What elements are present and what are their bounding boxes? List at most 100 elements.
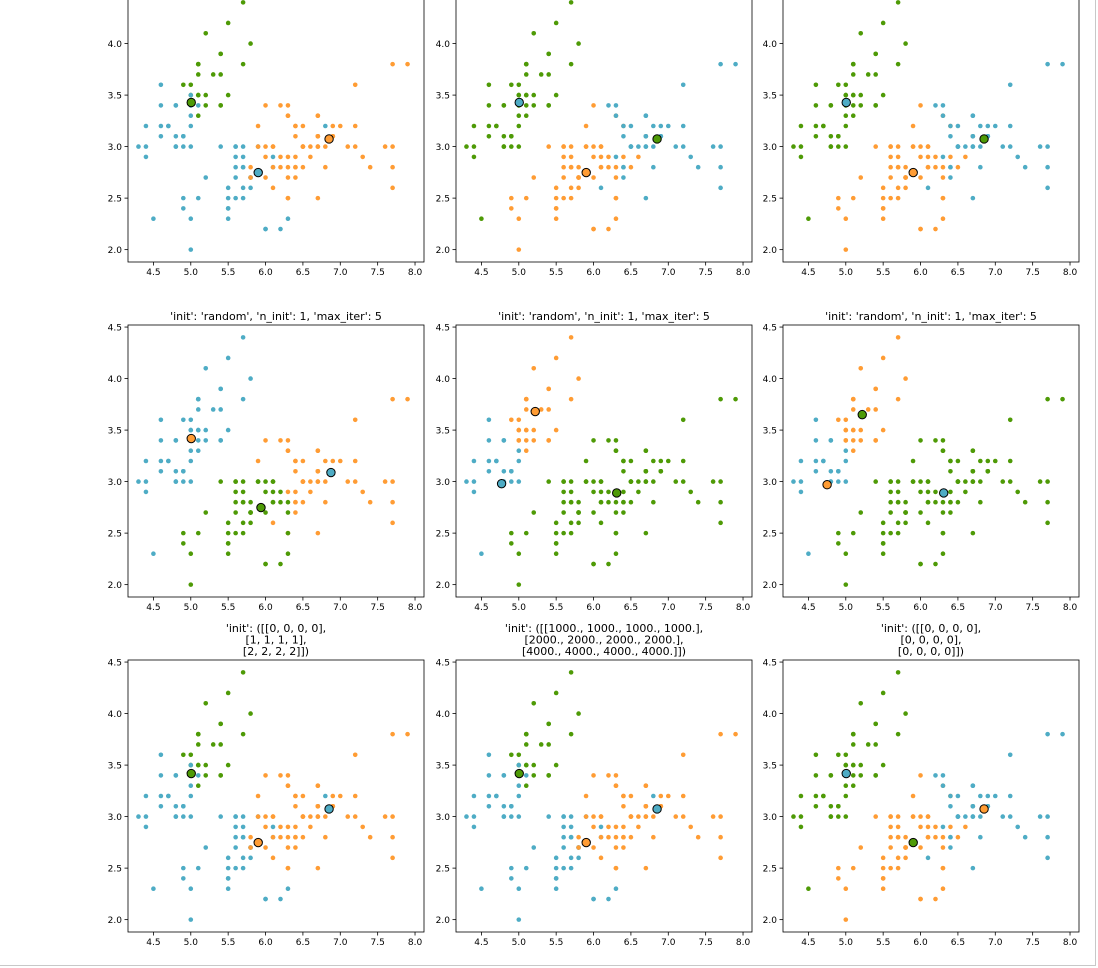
data-point — [568, 814, 574, 819]
data-point — [948, 845, 953, 850]
data-point — [323, 814, 328, 819]
data-point — [337, 793, 343, 799]
data-point — [940, 510, 946, 515]
data-point — [181, 195, 186, 201]
data-point — [576, 164, 581, 170]
data-point — [651, 479, 656, 484]
subplot-title: 'init': ([[0, 0, 0, 0], — [881, 622, 981, 635]
data-point — [233, 824, 238, 830]
data-point — [568, 195, 574, 201]
data-point — [680, 417, 686, 423]
data-point — [568, 670, 574, 675]
data-point — [1000, 479, 1006, 484]
data-point — [240, 0, 246, 5]
data-point — [233, 154, 238, 160]
data-point — [158, 804, 164, 809]
data-point — [873, 144, 878, 149]
data-point — [240, 335, 246, 340]
data-point — [546, 386, 551, 392]
data-point — [651, 793, 656, 799]
data-point — [606, 438, 611, 443]
data-point — [308, 814, 313, 819]
data-point — [873, 814, 878, 819]
data-point — [970, 448, 976, 453]
data-point — [523, 448, 529, 453]
data-point — [651, 499, 656, 505]
data-point — [1045, 164, 1050, 170]
cluster-center — [326, 467, 336, 478]
data-point — [850, 783, 856, 788]
data-point — [918, 896, 923, 902]
data-point — [621, 134, 626, 139]
data-point — [553, 520, 559, 526]
data-point — [203, 30, 209, 36]
data-point — [270, 520, 276, 526]
data-point — [963, 824, 968, 830]
data-point — [218, 721, 223, 727]
x-tick-label: 6.0 — [586, 603, 601, 613]
data-point — [591, 479, 596, 484]
data-point — [850, 113, 856, 118]
y-tick-label: 4.0 — [108, 375, 123, 385]
data-point — [188, 917, 194, 922]
data-point — [218, 103, 223, 108]
x-tick-label: 7.0 — [333, 268, 348, 278]
cluster-center — [841, 97, 851, 108]
data-point — [718, 499, 723, 505]
data-point — [367, 834, 373, 840]
data-point — [880, 690, 886, 696]
data-point — [203, 92, 209, 98]
data-point — [606, 499, 611, 505]
data-point — [843, 92, 849, 98]
data-point — [836, 206, 841, 211]
data-point — [523, 865, 529, 871]
data-point — [188, 247, 194, 252]
data-point — [888, 834, 893, 840]
data-point — [501, 103, 507, 108]
y-tick-label: 3.5 — [108, 91, 122, 101]
data-point — [733, 61, 738, 67]
data-point — [576, 376, 581, 381]
data-point — [471, 814, 477, 819]
data-point — [613, 195, 619, 201]
data-point — [285, 164, 291, 170]
data-point — [531, 30, 537, 36]
data-point — [850, 530, 856, 536]
data-point — [486, 469, 492, 474]
data-point — [591, 154, 596, 160]
data-point — [613, 824, 619, 830]
y-tick-label: 4.0 — [436, 40, 451, 50]
data-point — [501, 134, 507, 139]
data-point — [970, 865, 976, 871]
cluster-center — [841, 768, 851, 779]
data-point — [613, 551, 619, 557]
x-tick-label: 7.5 — [370, 268, 384, 278]
data-point — [865, 72, 871, 77]
data-point — [1007, 458, 1013, 464]
data-point — [225, 530, 231, 536]
data-point — [195, 396, 201, 402]
data-point — [233, 865, 238, 871]
data-point — [850, 731, 856, 737]
data-point — [651, 123, 656, 129]
data-point — [643, 479, 649, 484]
data-point — [509, 541, 514, 546]
data-point — [553, 427, 559, 433]
data-point — [516, 438, 522, 443]
data-point — [636, 814, 641, 819]
data-point — [278, 499, 283, 505]
data-point — [553, 92, 559, 98]
data-point — [143, 793, 149, 799]
data-point — [813, 804, 819, 809]
data-point — [836, 876, 841, 881]
data-point — [718, 396, 723, 402]
data-point — [240, 731, 246, 737]
data-point — [843, 479, 849, 484]
data-point — [643, 113, 649, 118]
data-point — [195, 731, 201, 737]
x-tick-label: 5.0 — [184, 268, 199, 278]
data-point — [858, 427, 864, 433]
data-point — [836, 530, 841, 536]
data-point — [293, 154, 298, 160]
x-tick-label: 6.0 — [913, 938, 928, 948]
